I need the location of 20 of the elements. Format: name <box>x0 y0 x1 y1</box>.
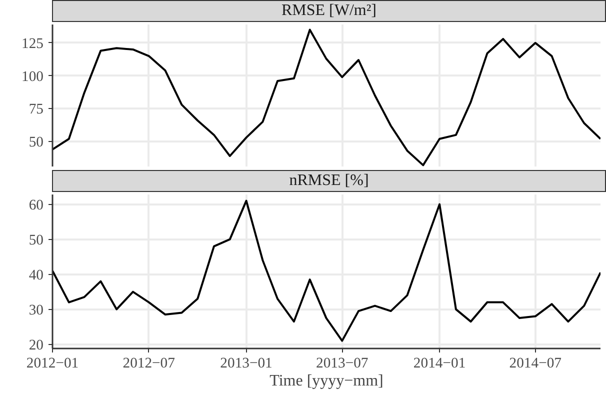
y-tick-label: 50 <box>28 134 44 151</box>
x-tick-label: 2012−07 <box>122 356 175 372</box>
x-tick-label: 2013−01 <box>220 356 272 372</box>
line-series <box>52 28 600 166</box>
line-series <box>52 200 600 342</box>
chart-title: nRMSE [%] <box>289 171 369 191</box>
x-tick-label: 2012−01 <box>26 356 79 372</box>
chart-title: RMSE [W/m²] <box>281 1 376 21</box>
y-tick-label: 75 <box>28 102 44 118</box>
x-tick-label: 2014−01 <box>413 356 466 372</box>
y-tick-label: 50 <box>28 232 44 248</box>
y-tick-label: 40 <box>28 267 44 284</box>
x-tick-label: 2013−07 <box>316 356 368 372</box>
x-tick-label: 2014−07 <box>509 356 562 372</box>
y-tick-label: 30 <box>28 302 44 318</box>
y-tick-label: 60 <box>28 197 44 214</box>
y-tick-label: 125 <box>22 36 44 52</box>
y-tick-label: 20 <box>28 337 44 354</box>
y-tick-label: 100 <box>22 68 44 85</box>
x-axis-title: Time [yyyy−mm] <box>270 372 384 390</box>
